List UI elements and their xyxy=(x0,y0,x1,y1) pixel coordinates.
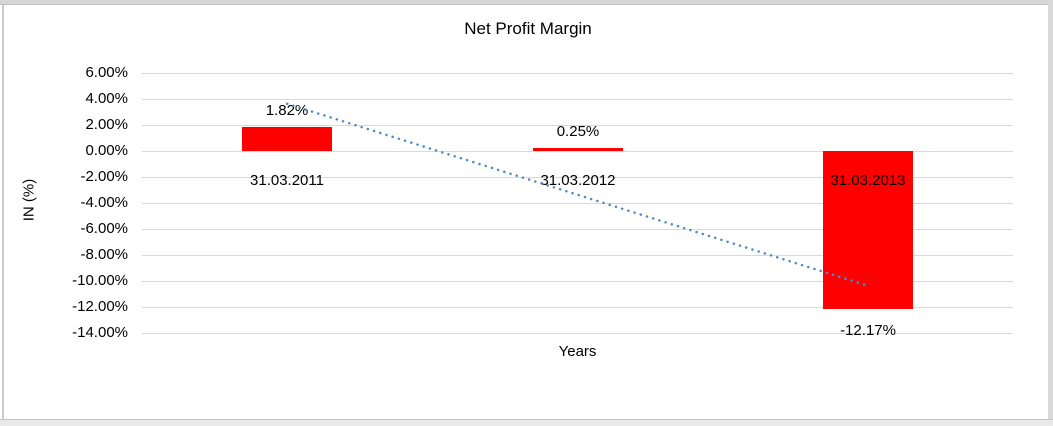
page-right-border xyxy=(1048,0,1053,426)
y-axis-tick-label: 6.00% xyxy=(85,64,128,81)
gridline xyxy=(142,73,1013,74)
y-axis-tick-label: 2.00% xyxy=(85,116,128,133)
y-axis-tick-label: -8.00% xyxy=(80,246,128,263)
page-top-border xyxy=(0,0,1053,5)
y-axis-tick-label: -10.00% xyxy=(72,272,128,289)
data-label: 1.82% xyxy=(265,102,309,119)
chart-title: Net Profit Margin xyxy=(464,19,592,38)
data-label: -12.17% xyxy=(840,322,896,339)
gridline xyxy=(142,307,1013,308)
gridline xyxy=(142,99,1013,100)
bar xyxy=(242,127,332,151)
bar xyxy=(533,148,623,151)
y-axis-title: IN (%) xyxy=(20,178,38,222)
y-axis-tick-label: -2.00% xyxy=(80,168,128,185)
page-left-border xyxy=(2,5,4,419)
data-label: 0.25% xyxy=(556,123,600,140)
y-axis-tick-label: -4.00% xyxy=(80,194,128,211)
category-label: 31.03.2011 xyxy=(250,172,324,189)
y-axis-tick-label: 0.00% xyxy=(85,142,128,159)
y-axis-tick-label: -6.00% xyxy=(80,220,128,237)
x-axis-title: Years xyxy=(558,343,597,360)
y-axis-tick-label: -14.00% xyxy=(72,324,128,341)
y-axis-tick-label: 4.00% xyxy=(85,90,128,107)
category-label: 31.03.2013 xyxy=(830,172,906,189)
gridline xyxy=(142,333,1013,334)
y-axis-tick-label: -12.00% xyxy=(72,298,128,315)
page-bottom-border xyxy=(0,419,1053,426)
category-label: 31.03.2012 xyxy=(540,172,616,189)
